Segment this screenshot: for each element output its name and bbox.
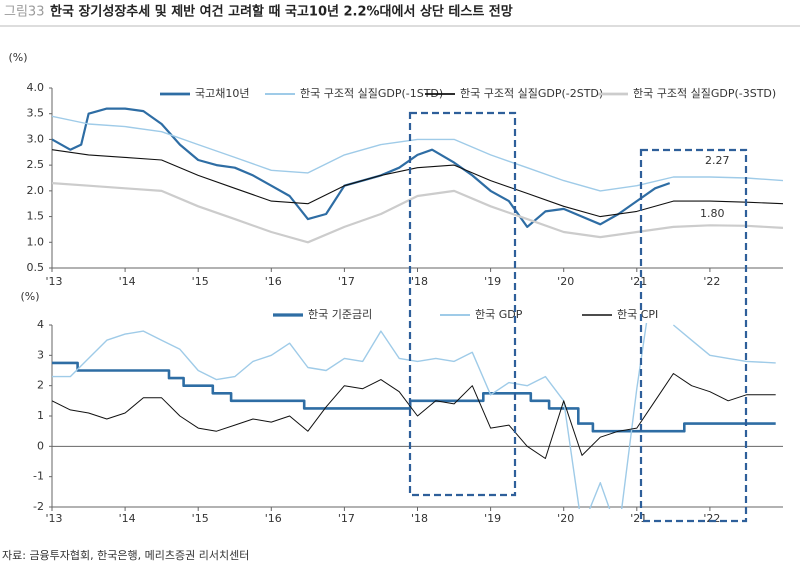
x-tick-label: '17	[338, 275, 355, 288]
plot-area	[52, 107, 783, 244]
series-line	[52, 115, 783, 192]
legend-label: 한국 기준금리	[308, 308, 372, 321]
legend-label: 한국 구조적 실질GDP(-2STD)	[460, 87, 603, 100]
y-tick-label: 2	[37, 379, 44, 392]
y-tick-label: 4	[37, 318, 44, 331]
series-line	[52, 323, 776, 509]
x-tick-label: '22	[703, 512, 720, 525]
series-line	[52, 182, 783, 244]
x-tick-label: '19	[484, 512, 501, 525]
x-tick-label: '16	[265, 275, 282, 288]
series-line	[52, 361, 776, 433]
x-tick-label: '14	[119, 512, 136, 525]
y-tick-label: -2	[33, 500, 44, 513]
x-tick-label: '14	[119, 275, 136, 288]
highlight-box	[639, 148, 748, 523]
x-tick-label: '13	[45, 275, 62, 288]
series-line	[52, 149, 783, 218]
figure-title: 한국 장기성장추세 및 제반 여건 고려할 때 국고10년 2.2%대에서 상단…	[50, 4, 513, 20]
y-tick-label: 2.5	[27, 158, 45, 171]
x-tick-label: '20	[557, 512, 574, 525]
legend-label: 한국 구조적 실질GDP(-1STD)	[300, 87, 443, 100]
legend-label: 한국 GDP	[475, 308, 523, 321]
legend-label: 국고채10년	[195, 87, 249, 100]
series-line	[52, 107, 671, 228]
y-tick-label: 3.0	[27, 132, 45, 145]
unit-label: (%)	[20, 290, 39, 303]
y-tick-label: 1	[37, 409, 44, 422]
x-tick-label: '18	[411, 512, 428, 525]
x-tick-label: '21	[630, 275, 647, 288]
plot-area	[52, 323, 776, 509]
x-tick-label: '16	[265, 512, 282, 525]
highlight-box	[408, 111, 517, 497]
x-tick-label: '21	[630, 512, 647, 525]
annotation: 1.80	[700, 207, 725, 220]
y-tick-label: 0.5	[27, 261, 45, 274]
unit-label: (%)	[8, 51, 27, 64]
legend-label: 한국 구조적 실질GDP(-3STD)	[633, 87, 776, 100]
y-tick-label: 2.0	[27, 184, 45, 197]
series-line	[52, 373, 776, 459]
x-tick-label: '20	[557, 275, 574, 288]
annotation: 2.27	[705, 154, 730, 167]
x-tick-label: '15	[192, 512, 209, 525]
y-tick-label: 3.5	[27, 107, 45, 120]
y-tick-label: 3	[37, 348, 44, 361]
y-tick-label: 4.0	[27, 81, 45, 94]
x-tick-label: '19	[484, 275, 501, 288]
x-tick-label: '13	[45, 512, 62, 525]
source: 자료: 금융투자협회, 한국은행, 메리츠증권 리서치센터	[2, 549, 249, 562]
x-tick-label: '18	[411, 275, 428, 288]
x-tick-label: '22	[703, 275, 720, 288]
y-tick-label: 1.0	[27, 235, 45, 248]
y-tick-label: 0	[37, 439, 44, 452]
x-tick-label: '17	[338, 512, 355, 525]
y-tick-label: -1	[33, 470, 44, 483]
y-tick-label: 1.5	[27, 210, 45, 223]
x-tick-label: '15	[192, 275, 209, 288]
figure-label: 그림33	[4, 5, 44, 20]
legend-label: 한국 CPI	[617, 308, 658, 321]
